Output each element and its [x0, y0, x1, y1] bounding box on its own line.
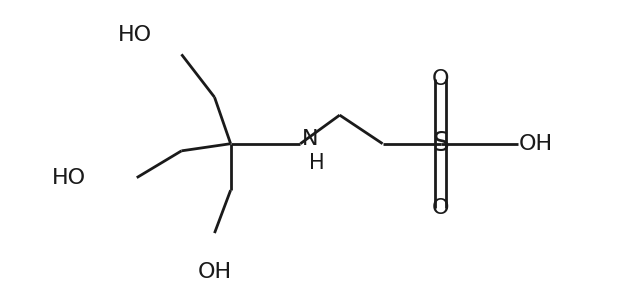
Text: H: H [309, 154, 325, 173]
Text: O: O [432, 198, 449, 218]
Text: O: O [432, 69, 449, 89]
Text: HO: HO [118, 25, 152, 45]
Text: HO: HO [52, 168, 86, 188]
Text: OH: OH [518, 134, 552, 154]
Text: OH: OH [198, 262, 232, 282]
Text: S: S [432, 131, 449, 157]
Text: N: N [302, 129, 319, 149]
